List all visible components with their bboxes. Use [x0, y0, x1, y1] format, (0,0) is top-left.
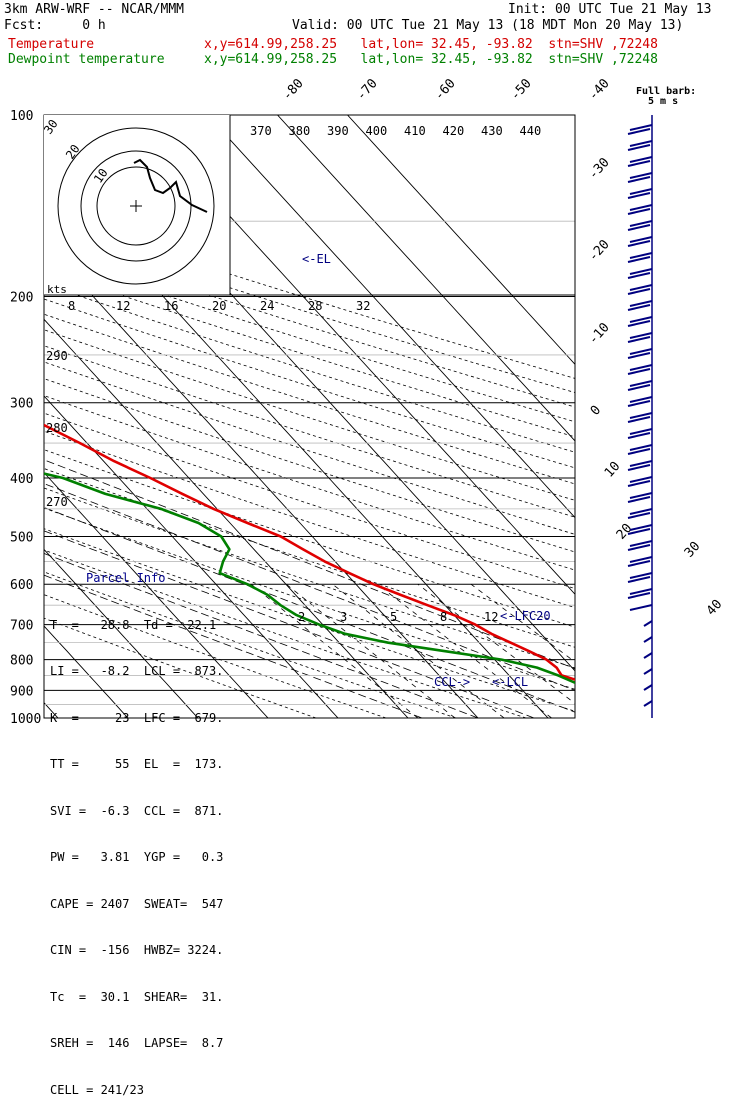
mixing-ratio-label: 8	[440, 610, 447, 624]
parcel-row: CAPE = 2407 SWEAT= 547	[50, 897, 223, 913]
height-label: 290	[46, 349, 68, 363]
parcel-row: CIN = -156 HWBZ= 3224.	[50, 943, 223, 959]
parcel-info-panel: Parcel Info T = 28.8 Td = 22.1 LI = -8.2…	[50, 540, 223, 1114]
pressure-tick-label: 600	[10, 578, 33, 593]
pressure-tick-label: 900	[10, 684, 33, 699]
shear-speed-label: 20	[212, 299, 226, 313]
shear-speed-label: 28	[308, 299, 322, 313]
isotherm-line	[208, 115, 740, 718]
isotherm-label: 30	[682, 539, 704, 561]
isotherm-line	[278, 115, 740, 718]
pressure-tick-label: 300	[10, 397, 33, 412]
isotherm-label: 40	[704, 597, 726, 619]
pressure-tick-label: 100	[10, 109, 33, 124]
parcel-row: SVI = -6.3 CCL = 871.	[50, 804, 223, 820]
parcel-info-title: Parcel Info	[86, 571, 223, 587]
isotherm-label: 20	[614, 521, 636, 543]
isotherm-label: -80	[280, 76, 307, 103]
isentrope-label: 430	[481, 124, 503, 138]
parcel-row: SREH = 146 LAPSE= 8.7	[50, 1036, 223, 1052]
isotherm-label: -20	[586, 237, 613, 264]
wind-barb	[630, 605, 652, 610]
level-annotation: CCL->	[434, 675, 470, 689]
wind-barb	[644, 637, 652, 642]
level-annotation: <-LCL	[492, 675, 528, 689]
isotherm-label: -40	[586, 76, 613, 103]
barb-legend: Full barb: 5 m s	[636, 86, 696, 107]
isentrope-label: 410	[404, 124, 426, 138]
height-label: 270	[46, 495, 68, 509]
shear-speed-label: 32	[356, 299, 370, 313]
parcel-row: LI = -8.2 LCL = 873.	[50, 664, 223, 680]
mixing-ratio-line	[251, 584, 418, 718]
isentrope-label: 370	[250, 124, 272, 138]
mixing-ratio-line	[286, 584, 455, 718]
isotherm-label: -70	[354, 76, 381, 103]
mixing-ratio-line	[471, 584, 651, 718]
shear-speed-label: 24	[260, 299, 274, 313]
wind-barb	[644, 685, 652, 690]
mixing-ratio-label: 5	[390, 610, 397, 624]
pressure-tick-label: 200	[10, 291, 33, 306]
isotherm-label: 10	[602, 459, 624, 481]
isotherm-label: -60	[432, 76, 459, 103]
isotherm-label: -10	[586, 320, 613, 347]
mixing-ratio-label: 2	[298, 610, 305, 624]
wind-barb	[644, 621, 652, 626]
isentrope-label: 400	[366, 124, 388, 138]
mixing-ratio-line	[377, 584, 551, 718]
shear-speed-label: 16	[164, 299, 178, 313]
pressure-tick-label: 1000	[10, 712, 41, 727]
pressure-tick-label: 700	[10, 619, 33, 634]
parcel-row: PW = 3.81 YGP = 0.3	[50, 850, 223, 866]
parcel-row: CELL = 241/23	[50, 1083, 223, 1099]
shear-speed-label: 8	[68, 299, 75, 313]
isentrope-label: 380	[289, 124, 311, 138]
pressure-tick-label: 400	[10, 472, 33, 487]
isentrope-label: 420	[443, 124, 465, 138]
height-label: 280	[46, 421, 68, 435]
isotherm-label: -50	[508, 76, 535, 103]
shear-speed-label: 12	[116, 299, 130, 313]
mixing-ratio-label: 3	[340, 610, 347, 624]
parcel-row: T = 28.8 Td = 22.1	[50, 618, 223, 634]
parcel-row: Tc = 30.1 SHEAR= 31.	[50, 990, 223, 1006]
wind-barb	[644, 701, 652, 706]
mixing-ratio-label: 12	[484, 610, 498, 624]
hodograph-unit-label: kts	[47, 283, 67, 296]
pressure-tick-label: 800	[10, 654, 33, 669]
level-annotation: <-LFC20	[500, 609, 551, 623]
wind-barb	[644, 669, 652, 674]
wind-barb	[644, 653, 652, 658]
level-annotation: <-EL	[302, 252, 331, 266]
hodograph-background	[44, 115, 230, 295]
isotherm-label: -30	[586, 155, 613, 182]
parcel-row: K = 23 LFC = 679.	[50, 711, 223, 727]
isentrope-label: 440	[520, 124, 542, 138]
isentrope-label: 390	[327, 124, 349, 138]
parcel-row: TT = 55 EL = 173.	[50, 757, 223, 773]
pressure-tick-label: 500	[10, 530, 33, 545]
isotherm-label: 0	[588, 403, 604, 419]
